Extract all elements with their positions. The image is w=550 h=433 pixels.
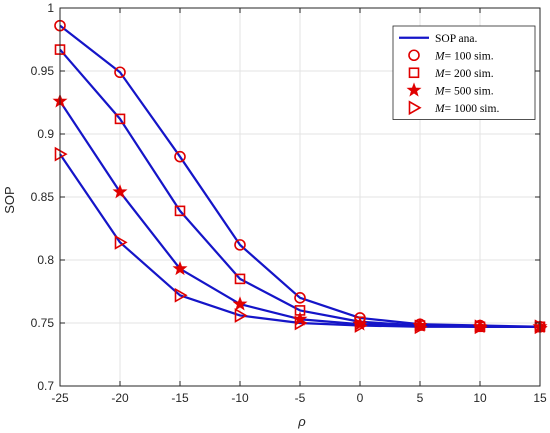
sim-point-star (112, 184, 128, 199)
legend-label: M= 100 sim. (434, 50, 494, 62)
sim-point-triangle-right (354, 318, 368, 333)
sim-point-triangle-right (294, 315, 308, 331)
legend-box (392, 25, 536, 120)
sim-point-square (114, 113, 126, 125)
sim-point-triangle-right (114, 234, 128, 250)
sim-point-square (234, 273, 246, 285)
legend-marker-circle (408, 49, 420, 62)
analytic-line-1 (59, 24, 541, 328)
y-tick-label: 0.75 (31, 316, 55, 330)
sim-point-triangle-right (534, 319, 548, 335)
x-tick-label: -25 (51, 391, 69, 405)
sim-point-square (174, 205, 186, 217)
sim-point-circle (114, 66, 126, 79)
legend-label: M= 1000 sim. (434, 103, 499, 115)
sim-point-triangle-right (54, 146, 68, 162)
legend-marker-square (408, 67, 420, 79)
x-tick-label: 0 (357, 391, 364, 405)
x-tick-label: -5 (295, 391, 306, 405)
y-tick-label: 0.85 (31, 190, 55, 204)
y-tick-label: 0.95 (31, 64, 55, 78)
legend-label-analytic: SOP ana. (435, 33, 478, 45)
x-tick-label: -15 (171, 391, 189, 405)
legend: SOP ana. M= 100 sim. M= 200 sim. M= 500 sim… (392, 25, 536, 120)
sim-point-circle (234, 239, 246, 251)
x-tick-label: 15 (533, 391, 547, 405)
y-tick-label: 0.9 (37, 127, 54, 141)
analytic-line-4 (59, 153, 540, 328)
x-tick-label: -10 (231, 391, 249, 405)
sim-point-circle (294, 291, 306, 304)
axes: -25 -20 -15 -10 -5 0 5 10 15 0.7 0.75 0.8 0.85 0.9 0.9… (31, 1, 547, 405)
legend-label: M= 200 sim. (434, 68, 494, 80)
legend-marker-star (406, 82, 422, 97)
x-axis-label: ρ (297, 414, 306, 429)
legend-label: M= 500 sim. (434, 85, 494, 97)
sim-point-triangle-right (414, 319, 428, 335)
y-tick-label: 1 (47, 1, 54, 15)
x-tick-label: -20 (111, 391, 129, 405)
x-tick-label: 5 (417, 391, 424, 405)
y-axis-label: SOP (2, 186, 17, 213)
sim-point-triangle-right (234, 308, 248, 323)
sim-point-triangle-right (474, 319, 488, 335)
y-tick-label: 0.7 (37, 379, 54, 393)
sim-point-circle (174, 150, 186, 163)
x-tick-label: 10 (473, 391, 487, 405)
legend-marker-triangle-right (408, 100, 422, 116)
sim-point-star (172, 260, 188, 276)
sim-point-star (232, 296, 248, 311)
sim-point-triangle-right (174, 287, 188, 303)
y-tick-label: 0.8 (37, 253, 54, 267)
